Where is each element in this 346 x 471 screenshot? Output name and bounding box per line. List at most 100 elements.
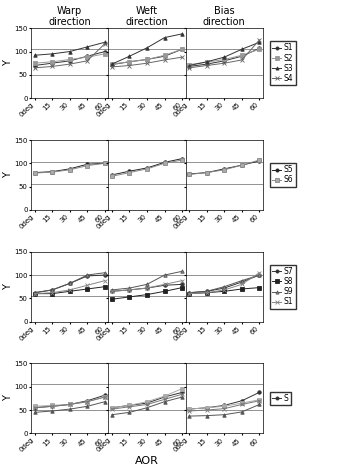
S [222,404,226,409]
S [240,398,244,404]
S8 [50,291,54,296]
S5 [33,170,37,175]
S2 [103,51,107,57]
S9 [33,290,37,295]
S1 [222,58,226,64]
S2 [222,57,226,62]
S8 [127,294,131,300]
S [50,403,54,408]
Line: S2: S2 [188,48,261,66]
S [180,386,184,391]
S2 [205,59,209,65]
Line: S3: S3 [33,41,107,57]
S1 [127,287,131,293]
S5 [145,165,149,171]
S6 [205,170,209,175]
S4 [145,60,149,66]
S5 [240,162,244,168]
S [205,405,209,411]
S [187,406,191,412]
S6 [103,161,107,166]
S [110,412,114,417]
S7 [68,281,72,286]
S [240,402,244,407]
S1 [103,49,107,54]
Line: S1: S1 [188,271,261,295]
S [205,405,209,411]
Line: S4: S4 [188,38,261,70]
Line: S5: S5 [33,162,107,174]
S [222,412,226,417]
S [163,399,167,405]
S [127,403,131,408]
Line: S7: S7 [188,273,261,294]
S4 [222,60,226,66]
Line: S: S [33,393,107,409]
Line: S5: S5 [110,157,184,177]
S3 [68,49,72,54]
S6 [127,170,131,175]
S [180,394,184,400]
S1 [33,291,37,296]
S9 [110,287,114,293]
S [33,405,37,411]
S1 [50,60,54,66]
S7 [257,272,262,278]
S [110,406,114,412]
S [33,404,37,409]
S5 [127,168,131,174]
S7 [145,285,149,291]
S8 [103,284,107,290]
S1 [85,53,89,59]
Line: S6: S6 [110,158,184,178]
Line: S4: S4 [110,56,184,69]
S [68,402,72,407]
S3 [257,40,262,45]
S [85,398,89,404]
S5 [50,169,54,174]
S [257,402,262,407]
S [163,397,167,402]
S [103,392,107,398]
S1 [240,282,244,287]
S7 [50,287,54,293]
S [205,407,209,413]
S [127,404,131,410]
S8 [33,291,37,296]
S4 [85,58,89,64]
Line: S: S [110,392,184,411]
S [257,390,262,395]
Y-axis label: Y: Y [3,60,13,66]
Line: S: S [188,403,261,418]
S1 [187,291,191,296]
Line: S1: S1 [33,50,107,67]
S [205,413,209,418]
S9 [163,272,167,278]
S3 [50,51,54,57]
Line: S: S [33,395,107,408]
S9 [103,270,107,276]
Line: S8: S8 [33,285,107,295]
Line: S: S [110,387,184,409]
S [257,398,262,404]
Line: S1: S1 [110,48,184,66]
S2 [127,59,131,65]
S1 [68,58,72,64]
S9 [85,272,89,278]
S3 [205,59,209,65]
S2 [50,59,54,65]
S8 [145,292,149,297]
S6 [240,162,244,168]
S3 [240,46,244,52]
S5 [205,170,209,175]
S [187,408,191,414]
Line: S: S [110,395,184,416]
S [85,399,89,405]
S [187,413,191,419]
S4 [180,54,184,60]
S2 [180,46,184,52]
S1 [110,62,114,67]
Line: S: S [188,390,261,411]
S2 [33,60,37,66]
S8 [163,289,167,294]
